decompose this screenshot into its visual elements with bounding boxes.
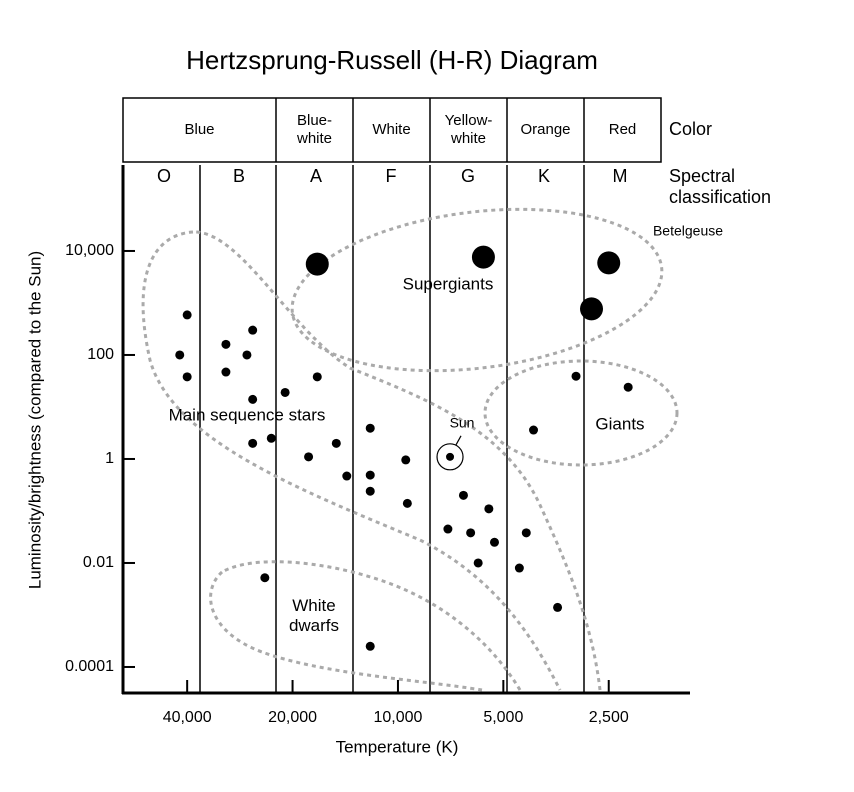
star: [182, 310, 192, 320]
y-tick-label: 1: [105, 450, 114, 467]
y-tick-label: 0.0001: [65, 658, 114, 675]
star: [342, 471, 352, 481]
color-band: Blue: [184, 121, 215, 138]
y-tick-label: 10,000: [65, 242, 114, 259]
star: [280, 387, 290, 397]
star: [514, 563, 524, 573]
x-axis-label: Temperature (K): [336, 737, 459, 756]
star: [266, 433, 276, 443]
star: [402, 498, 412, 508]
color-band: Orange: [520, 121, 571, 138]
y-tick-label: 0.01: [83, 554, 114, 571]
star: [365, 423, 375, 433]
regions: [141, 207, 679, 692]
annotation: Betelgeuse: [653, 223, 723, 239]
star: [248, 394, 258, 404]
color-band: Blue-white: [296, 112, 333, 147]
y-axis-label: Luminosity/brightness (compared to the S…: [25, 251, 44, 589]
star: [466, 528, 476, 538]
region-label: White dwarfs: [288, 596, 340, 635]
spectral-class: F: [385, 166, 397, 186]
giants-region: [483, 359, 679, 467]
spectral-class: A: [309, 166, 322, 186]
star: [471, 245, 495, 269]
star: [443, 524, 453, 534]
star: [248, 325, 258, 335]
star: [182, 372, 192, 382]
sun-ring: [436, 443, 464, 471]
spectral-class: G: [460, 166, 475, 186]
star: [521, 528, 531, 538]
star: [473, 558, 483, 568]
star: [580, 297, 604, 321]
class-dividers: [199, 165, 585, 693]
star: [489, 537, 499, 547]
sun-label: Sun: [450, 415, 475, 431]
star: [331, 438, 341, 448]
x-tick-label: 10,000: [373, 709, 422, 726]
main-sequence-region: [141, 230, 602, 691]
region-label: Giants: [595, 414, 644, 433]
star: [248, 438, 258, 448]
region-label: Main sequence stars: [169, 405, 326, 424]
star: [242, 350, 252, 360]
star: [365, 470, 375, 480]
star: [365, 641, 375, 651]
star: [553, 602, 563, 612]
spectral-class: B: [232, 166, 245, 186]
spectral-class: O: [156, 166, 171, 186]
color-band: Red: [608, 121, 637, 138]
x-tick-label: 20,000: [268, 709, 317, 726]
spectral-header: Spectral classification: [669, 166, 772, 207]
color-band: White: [372, 121, 411, 138]
star: [458, 490, 468, 500]
star: [623, 382, 633, 392]
color-header: Color: [669, 119, 713, 139]
sun-pointer: [455, 435, 462, 446]
star: [260, 573, 270, 583]
star: [571, 371, 581, 381]
color-band: Yellow-white: [444, 112, 493, 147]
star: [529, 425, 539, 435]
y-tick-label: 100: [87, 346, 114, 363]
white-dwarfs-region: [209, 560, 522, 692]
chart-title: Hertzsprung-Russell (H-R) Diagram: [186, 45, 598, 75]
star: [365, 486, 375, 496]
star: [304, 452, 314, 462]
star: [221, 339, 231, 349]
star: [175, 350, 185, 360]
x-tick-label: 5,000: [483, 709, 523, 726]
star: [401, 455, 411, 465]
color-band-frame: [122, 97, 662, 163]
star: [446, 452, 455, 461]
star: [305, 252, 329, 276]
star: [484, 504, 494, 514]
spectral-class: M: [612, 166, 628, 186]
star: [221, 367, 231, 377]
x-tick-label: 40,000: [163, 709, 212, 726]
x-tick-label: 2,500: [589, 709, 629, 726]
star: [597, 251, 621, 275]
star: [312, 372, 322, 382]
spectral-class: K: [537, 166, 550, 186]
region-label: Supergiants: [403, 274, 494, 293]
band-dividers: [275, 98, 585, 162]
